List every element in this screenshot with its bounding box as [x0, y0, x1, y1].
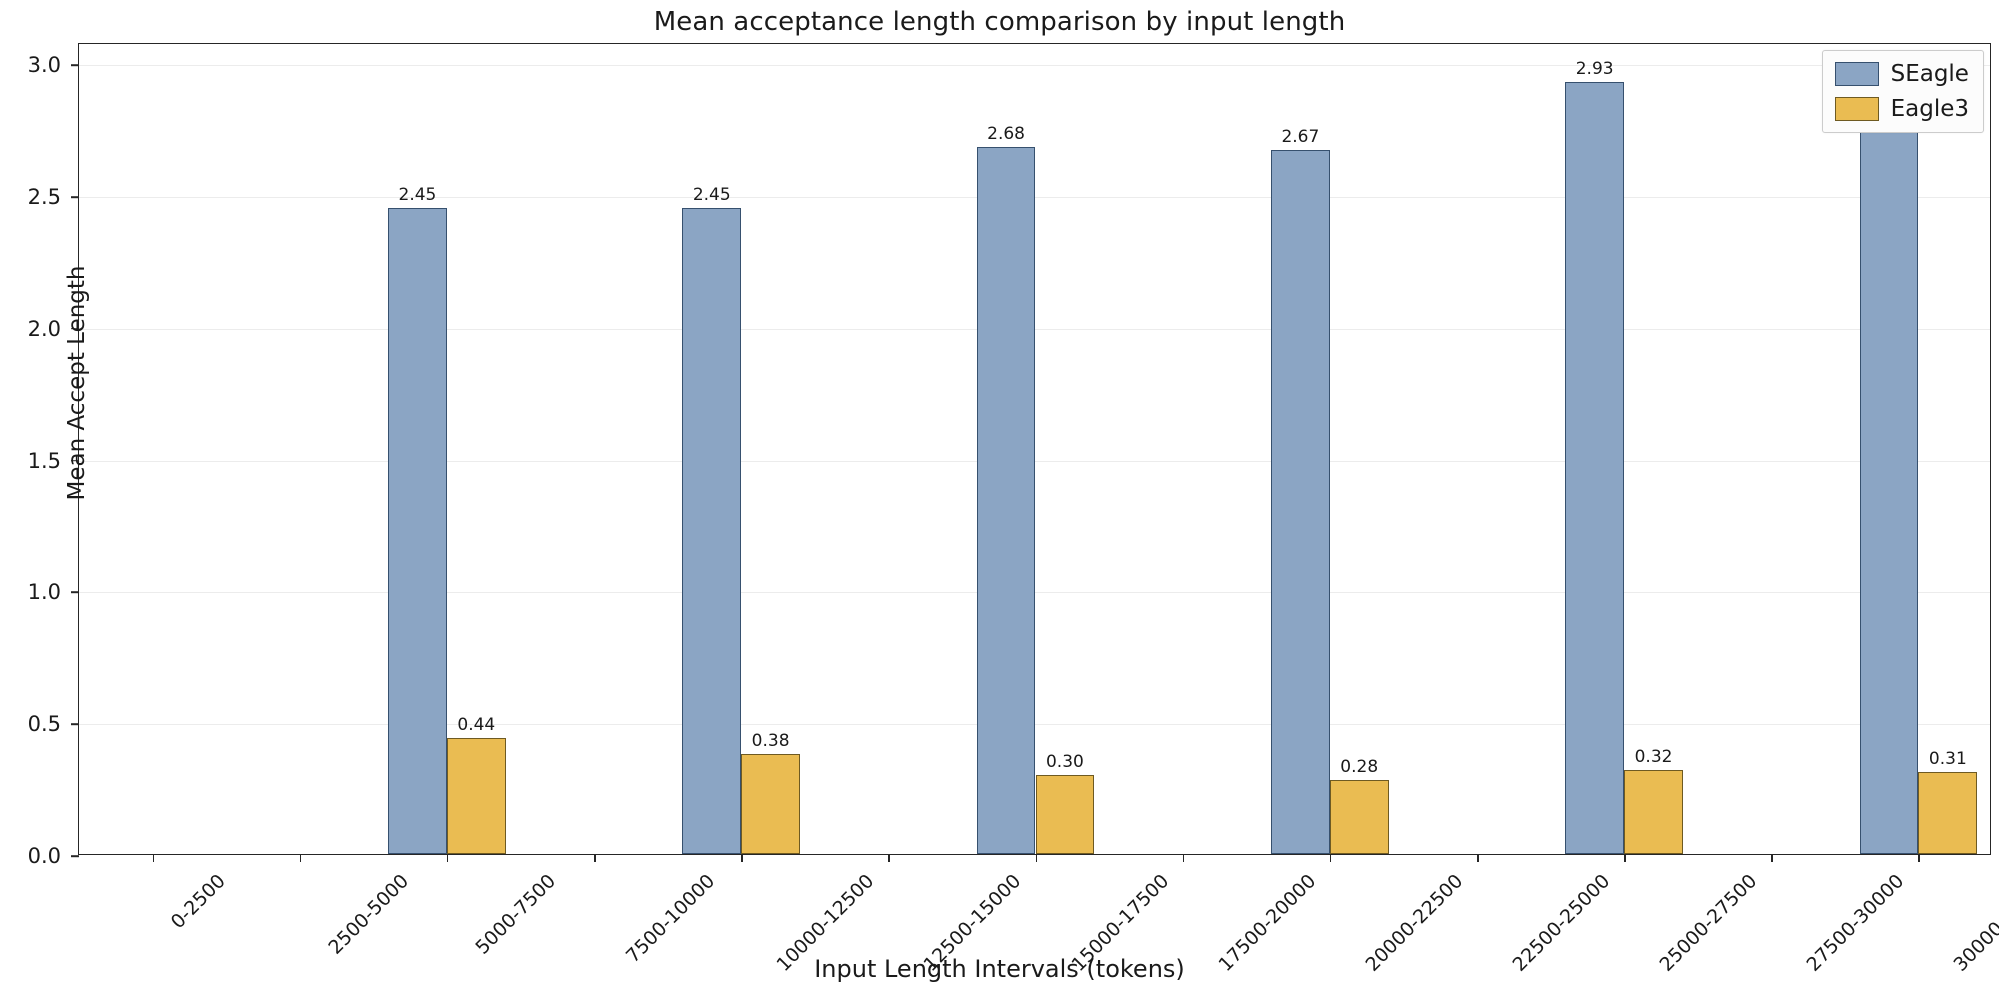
bar-value-label: 2.68 [987, 124, 1025, 145]
chart-title: Mean acceptance length comparison by inp… [653, 7, 1346, 37]
legend-item-seagle[interactable]: SEagle [1834, 61, 1969, 87]
bar-seagle-5000-7500 [388, 208, 447, 854]
x-tick-label: 7500-10000 [621, 870, 720, 968]
bar-value-label: 0.38 [751, 730, 790, 751]
y-tick-label: 0.0 [27, 844, 61, 868]
legend-label-seagle: SEagle [1890, 61, 1969, 87]
y-tick-mark [71, 723, 79, 725]
x-tick-label: 0-2500 [166, 870, 230, 934]
y-tick-mark [71, 855, 79, 857]
bar-eagle3-10000-12500 [741, 753, 801, 854]
bar-value-label: 2.93 [1575, 58, 1614, 79]
y-tick-label: 0.5 [27, 712, 61, 737]
bar-seagle-30000-32500 [1859, 107, 1919, 854]
y-axis-label: Mean Accept Length [64, 265, 90, 501]
bar-eagle3-20000-22500 [1329, 780, 1389, 854]
y-tick-mark [71, 327, 79, 330]
x-tick-mark [1182, 854, 1185, 862]
x-axis-label: Input Length Intervals (tokens) [814, 955, 1185, 983]
x-tick-mark [594, 854, 596, 862]
legend-label-eagle3: Eagle3 [1890, 96, 1969, 122]
y-tick-label: 2.5 [27, 184, 61, 209]
bar-value-label: 0.28 [1340, 757, 1379, 778]
x-tick-mark [1476, 854, 1479, 862]
bar-eagle3-25000-27500 [1624, 769, 1683, 854]
plot-clip [79, 44, 1990, 854]
bar-value-label: 0.30 [1045, 751, 1084, 772]
x-tick-mark [1771, 854, 1773, 862]
x-tick-mark [1035, 854, 1038, 862]
x-tick-mark [446, 854, 449, 862]
plot-area: 0.0 0.5 1.0 1.5 2.0 2.5 3.0 0-2500 2500-5000 500… [28, 43, 1999, 976]
bar-value-label: 0.31 [1928, 749, 1967, 770]
legend-swatch-seagle [1834, 62, 1879, 86]
bar-value-label: 2.45 [398, 185, 437, 206]
y-tick-mark [71, 459, 79, 462]
x-tick-mark [888, 854, 890, 862]
x-tick-mark [1329, 854, 1332, 862]
y-tick-mark [71, 64, 79, 66]
x-tick-label: 5000-7500 [471, 870, 561, 959]
x-tick-mark [1624, 854, 1626, 862]
bar-value-label: 0.32 [1634, 746, 1673, 767]
bar-seagle-15000-17500 [976, 147, 1036, 854]
bar-seagle-25000-27500 [1565, 81, 1625, 854]
bar-value-label: 2.67 [1281, 127, 1320, 148]
y-tick-label: 2.0 [27, 316, 61, 341]
bar-value-label: 2.45 [692, 185, 731, 206]
bar-eagle3-30000-32500 [1918, 772, 1978, 854]
bar-value-label: 0.44 [457, 715, 496, 735]
x-tick-mark [1918, 854, 1921, 862]
legend-item-eagle3[interactable]: Eagle3 [1834, 96, 1969, 122]
y-tick-mark [71, 591, 79, 594]
y-tick-label: 1.5 [27, 448, 61, 473]
y-tick-label: 1.0 [27, 580, 61, 605]
bar-eagle3-5000-7500 [446, 738, 506, 854]
y-tick-label: 3.0 [27, 53, 61, 78]
x-tick-mark [299, 854, 302, 862]
bar-seagle-20000-22500 [1270, 150, 1330, 854]
x-tick-label: 2500-5000 [324, 870, 413, 959]
bar-eagle3-15000-17500 [1035, 774, 1095, 854]
gridline [79, 65, 1990, 67]
bar-seagle-10000-12500 [682, 208, 742, 854]
chart-legend[interactable]: SEagle Eagle3 [1821, 50, 1984, 133]
x-tick-mark [152, 854, 155, 862]
x-tick-mark [741, 854, 743, 862]
legend-swatch-eagle3 [1834, 97, 1879, 121]
y-tick-mark [71, 196, 79, 198]
